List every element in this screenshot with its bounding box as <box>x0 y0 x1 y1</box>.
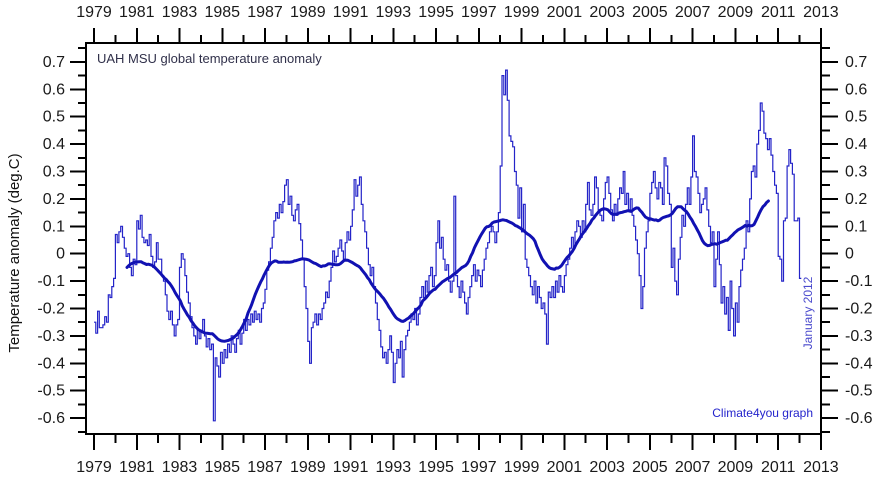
running-mean-line <box>125 199 770 343</box>
x-tick-label-top: 1997 <box>461 4 497 21</box>
x-tick-label-bottom: 2013 <box>803 459 839 476</box>
y-tick-label-right: -0.1 <box>845 273 873 290</box>
x-tick-label-bottom: 2005 <box>632 459 668 476</box>
axes: 1979 1979 1981 1981 1983 1983 1985 1985 1987 1987… <box>37 4 872 476</box>
x-tick-label-top: 1987 <box>247 4 283 21</box>
x-tick-label-top: 1989 <box>290 4 326 21</box>
x-tick-label-bottom: 1991 <box>333 459 369 476</box>
x-tick-label-bottom: 1993 <box>376 459 412 476</box>
y-tick-label-right: 0.3 <box>845 164 867 181</box>
y-tick-label-right: 0.4 <box>845 136 867 153</box>
x-tick-label-bottom: 2009 <box>718 459 754 476</box>
y-tick-label-right: -0.2 <box>845 301 873 318</box>
y-tick-label-left: -0.4 <box>37 355 65 372</box>
x-tick-label-top: 1999 <box>504 4 540 21</box>
x-tick-label-bottom: 1981 <box>119 459 155 476</box>
y-axis-title: Temperature anomaly (deg.C) <box>6 153 23 352</box>
x-tick-label-bottom: 1989 <box>290 459 326 476</box>
x-tick-label-bottom: 2007 <box>675 459 711 476</box>
x-tick-label-bottom: 2001 <box>547 459 583 476</box>
x-tick-label-top: 2005 <box>632 4 668 21</box>
y-tick-label-right: -0.3 <box>845 328 873 345</box>
y-tick-label-left: 0.5 <box>43 109 65 126</box>
x-tick-label-bottom: 1983 <box>162 459 198 476</box>
x-tick-label-bottom: 1985 <box>204 459 240 476</box>
y-tick-label-left: 0.7 <box>43 54 65 71</box>
x-tick-label-top: 1985 <box>204 4 240 21</box>
chart-title: UAH MSU global temperature anomaly <box>97 51 322 66</box>
y-tick-label-left: 0.2 <box>43 191 65 208</box>
x-tick-label-top: 2009 <box>718 4 754 21</box>
x-tick-label-top: 2001 <box>547 4 583 21</box>
y-tick-label-right: -0.6 <box>845 410 873 427</box>
y-tick-label-left: -0.2 <box>37 301 65 318</box>
y-tick-label-right: 0.6 <box>845 81 867 98</box>
y-tick-label-right: 0.7 <box>845 54 867 71</box>
x-tick-label-top: 2013 <box>803 4 839 21</box>
y-tick-label-right: 0.2 <box>845 191 867 208</box>
plot-border <box>85 42 822 435</box>
x-tick-label-bottom: 2011 <box>761 459 796 476</box>
y-tick-label-left: 0.4 <box>43 136 65 153</box>
x-tick-label-bottom: 1979 <box>76 459 112 476</box>
x-tick-label-bottom: 2003 <box>589 459 625 476</box>
x-tick-label-top: 2011 <box>761 4 796 21</box>
x-tick-label-top: 1979 <box>76 4 112 21</box>
y-tick-label-left: -0.3 <box>37 328 65 345</box>
y-tick-label-right: -0.5 <box>845 383 873 400</box>
x-tick-label-top: 1983 <box>162 4 198 21</box>
y-tick-label-left: -0.5 <box>37 383 65 400</box>
y-tick-label-left: 0.6 <box>43 81 65 98</box>
y-tick-label-right: 0 <box>845 246 854 263</box>
monthly-anomaly-line <box>94 69 802 422</box>
y-tick-label-left: -0.6 <box>37 410 65 427</box>
x-tick-label-bottom: 1997 <box>461 459 497 476</box>
y-tick-label-left: 0 <box>56 246 65 263</box>
x-tick-label-top: 2003 <box>589 4 625 21</box>
x-tick-label-top: 1995 <box>418 4 454 21</box>
latest-month-label: January 2012 <box>801 276 815 349</box>
y-tick-label-left: -0.1 <box>37 273 65 290</box>
y-tick-label-left: 0.1 <box>43 218 65 235</box>
x-tick-label-top: 1981 <box>119 4 155 21</box>
y-tick-label-right: -0.4 <box>845 355 873 372</box>
y-tick-label-right: 0.1 <box>845 218 867 235</box>
credit-label: Climate4you graph <box>712 406 813 420</box>
x-tick-label-top: 1991 <box>333 4 369 21</box>
x-tick-label-top: 2007 <box>675 4 711 21</box>
y-tick-label-left: 0.3 <box>43 164 65 181</box>
x-tick-label-top: 1993 <box>376 4 412 21</box>
series-lines <box>94 69 802 422</box>
y-tick-label-right: 0.5 <box>845 109 867 126</box>
x-tick-label-bottom: 1987 <box>247 459 283 476</box>
x-tick-label-bottom: 1995 <box>418 459 454 476</box>
x-tick-label-bottom: 1999 <box>504 459 540 476</box>
